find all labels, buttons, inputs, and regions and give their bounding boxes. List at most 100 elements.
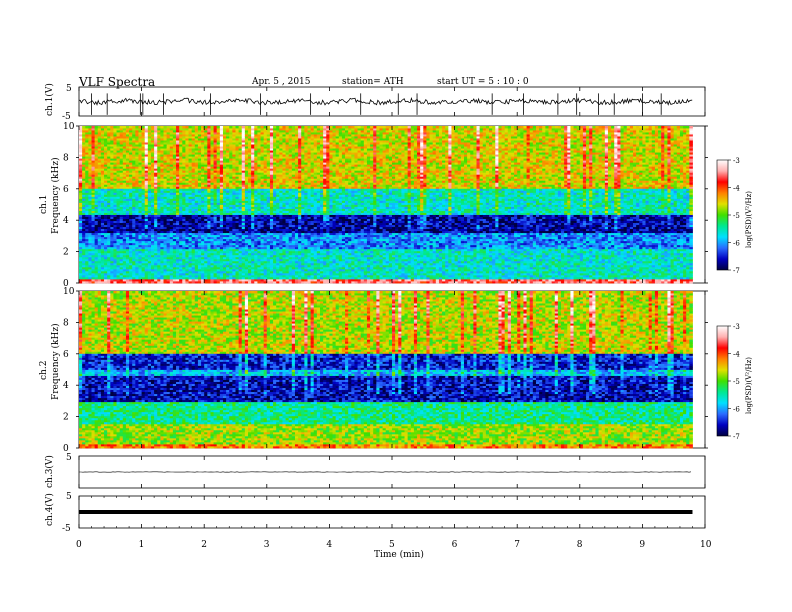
spectrogram-cell	[116, 212, 121, 215]
spectrogram-cell	[125, 198, 130, 201]
spectrogram-cell	[116, 134, 121, 137]
spectrogram-cell	[97, 218, 102, 221]
spectrogram-cell	[107, 130, 111, 133]
spectrogram-cell	[85, 178, 89, 181]
spectrogram-cell	[94, 256, 99, 260]
spectrogram-cell	[141, 152, 146, 155]
spectrogram-cell	[154, 188, 158, 191]
spectrogram-cell	[129, 212, 133, 215]
spectrogram-cell	[169, 164, 174, 167]
spectrogram-cell	[163, 208, 168, 211]
spectrogram-cell	[110, 150, 114, 153]
spectrogram-cell	[107, 190, 111, 193]
spectrogram-cell	[113, 194, 117, 197]
spectrogram-cell	[157, 202, 161, 205]
spectrogram-cell	[157, 250, 161, 254]
spectrogram-cell	[91, 280, 96, 284]
spectrogram-cell	[79, 128, 83, 131]
spectrogram-cell	[82, 204, 86, 207]
spectrogram-cell	[135, 174, 139, 177]
spectrogram-cell	[79, 132, 83, 135]
spectrogram-cell	[166, 144, 171, 147]
spectrogram-cell	[82, 150, 86, 153]
spectrogram-cell	[138, 168, 142, 171]
spectrogram-cell	[147, 260, 152, 264]
spectrogram-cell	[141, 228, 146, 232]
spectrogram-cell	[82, 232, 86, 236]
spectrogram-cell	[88, 140, 92, 143]
spectrogram-cell	[104, 260, 108, 264]
spectrogram-cell	[107, 212, 111, 215]
spectrogram-cell	[125, 258, 130, 262]
spectrogram-cell	[157, 264, 161, 268]
spectrogram-cell	[110, 126, 114, 129]
spectrogram-cell	[85, 132, 89, 135]
spectrogram-cell	[150, 174, 155, 177]
spectrogram-cell	[166, 188, 171, 191]
spectrogram-cell	[135, 172, 139, 175]
spectrogram-cell	[79, 272, 83, 276]
spectrogram-cell	[100, 280, 105, 284]
spectrogram-cell	[169, 144, 174, 147]
spectrogram-cell	[82, 188, 86, 191]
spectrogram-cell	[107, 140, 111, 143]
spectrogram-cell	[107, 256, 111, 260]
spectrogram-cell	[122, 246, 127, 250]
spectrogram-cell	[132, 172, 136, 175]
spectrogram-cell	[169, 158, 174, 161]
spectrogram-cell	[116, 200, 121, 203]
spectrogram-cell	[104, 172, 108, 175]
spectrogram-cell	[129, 196, 133, 199]
spectrogram-cell	[147, 164, 152, 167]
spectrogram-cell	[132, 140, 136, 143]
spectrogram-cell	[169, 220, 174, 224]
spectrogram-cell	[113, 144, 117, 147]
spectrogram-cell	[113, 258, 117, 262]
spectrogram-cell	[110, 196, 114, 199]
spectrogram-cell	[104, 164, 108, 167]
spectrogram-cell	[97, 250, 102, 254]
spectrogram-cell	[97, 156, 102, 159]
spectrogram-cell	[107, 180, 111, 183]
spectrogram-cell	[135, 246, 139, 250]
spectrogram-cell	[125, 236, 130, 240]
spectrogram-cell	[104, 132, 108, 135]
spectrogram-cell	[144, 276, 149, 280]
spectrogram-cell	[125, 210, 130, 213]
spectrogram-cell	[119, 266, 124, 270]
spectrogram-cell	[138, 238, 142, 242]
spectrogram-cell	[107, 222, 111, 226]
spectrogram-cell	[129, 278, 133, 282]
spectrogram-cell	[166, 142, 171, 145]
spectrogram-cell	[113, 190, 117, 193]
spectrogram-cell	[141, 214, 146, 217]
spectrogram-cell	[147, 208, 152, 211]
spectrogram-cell	[122, 170, 127, 173]
spectrogram-cell	[88, 248, 92, 252]
spectrogram-cell	[97, 144, 102, 147]
spectrogram-cell	[119, 244, 124, 248]
spectrogram-cell	[154, 244, 158, 248]
spectrogram-cell	[100, 134, 105, 137]
spectrogram-cell	[91, 214, 96, 217]
spectrogram-cell	[88, 158, 92, 161]
spectrogram-cell	[107, 262, 111, 266]
spectrogram-cell	[129, 144, 133, 147]
spectrogram-cell	[166, 268, 171, 272]
spectrogram-cell	[166, 196, 171, 199]
spectrogram-cell	[97, 260, 102, 264]
spectrogram-cell	[147, 244, 152, 248]
spectrogram-cell	[147, 256, 152, 260]
spectrogram-cell	[122, 172, 127, 175]
spectrogram-cell	[135, 158, 139, 161]
spectrogram-cell	[160, 280, 164, 284]
spectrogram-cell	[163, 234, 168, 238]
spectrogram-cell	[157, 198, 161, 201]
spectrogram-cell	[132, 176, 136, 179]
spectrogram-cell	[116, 194, 121, 197]
spectrogram-cell	[97, 200, 102, 203]
spectrogram-cell	[97, 254, 102, 258]
spectrogram-cell	[100, 250, 105, 254]
spectrogram-cell	[129, 168, 133, 171]
